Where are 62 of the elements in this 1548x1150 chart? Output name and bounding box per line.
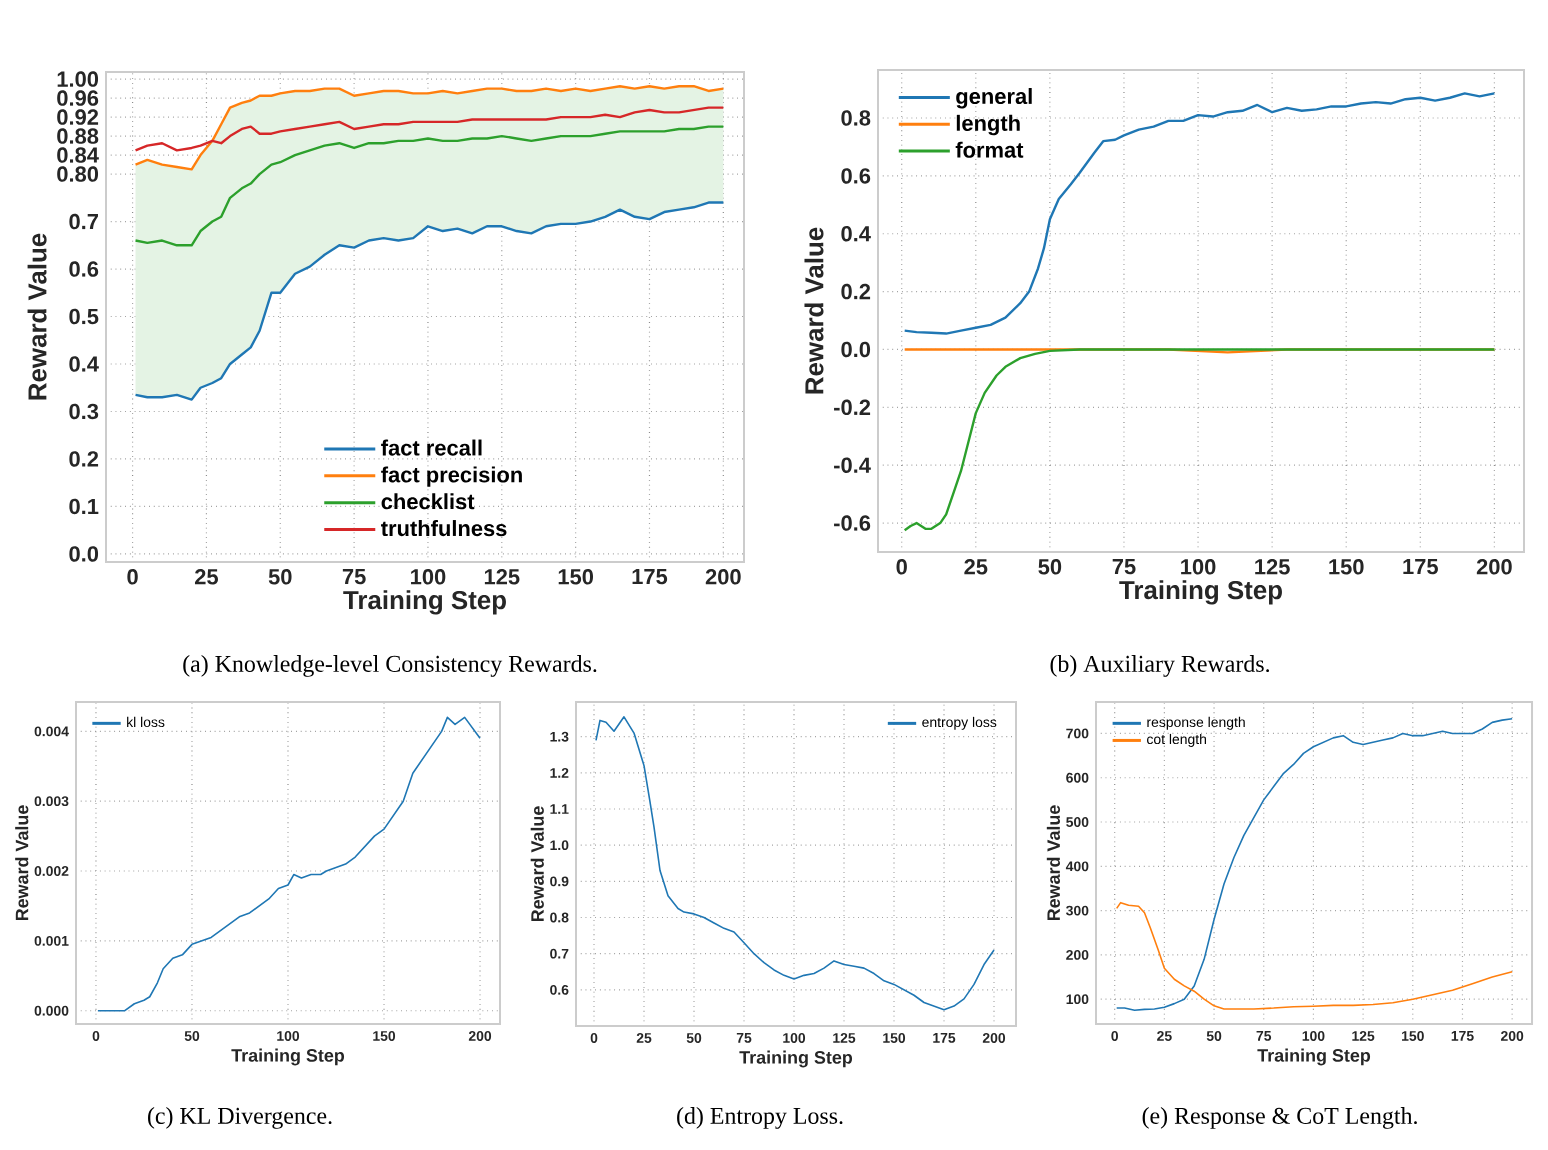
y-tick-label: 0.6 (841, 168, 871, 184)
x-tick-label: 200 (705, 569, 741, 585)
y-tick-label: 0.2 (69, 451, 99, 467)
x-tick-label: 0 (896, 559, 907, 575)
x-tick-label: 200 (1476, 559, 1512, 575)
y-tick-label: 0.6 (69, 261, 99, 277)
y-tick-label: 0.88 (57, 128, 99, 144)
text: (b) Auxiliary Rewards. (1050, 655, 1270, 677)
x-tick-label: 125 (484, 569, 520, 585)
y-axis-title: Reward Value (804, 227, 824, 394)
y-axis-title: Reward Value (27, 233, 47, 400)
y-tick-label: 0.0 (69, 546, 99, 562)
x-tick-label: 150 (558, 569, 594, 585)
y-tick-label: 0.4 (841, 226, 871, 242)
y-tick-label: 0.0 (841, 341, 871, 358)
text: (d) Entropy Loss. (677, 1107, 843, 1129)
y-tick-label: 0.5 (69, 308, 99, 325)
y-tick-label: -0.2 (834, 399, 871, 416)
y-tick-label: 1.00 (57, 71, 99, 87)
y-tick-label: 0.8 (841, 110, 871, 126)
x-tick-label: 25 (964, 559, 988, 575)
y-tick-label: 0.7 (69, 213, 98, 230)
x-tick-label: 25 (194, 569, 218, 585)
legend-label: length (956, 114, 1020, 136)
x-tick-label: 100 (411, 569, 446, 585)
x-tick-label: 175 (1403, 559, 1438, 575)
y-tick-label: -0.6 (834, 515, 871, 531)
x-tick-label: 125 (1255, 559, 1290, 575)
x-tick-label: 175 (632, 569, 668, 585)
y-tick-label: 0.84 (57, 147, 99, 163)
x-tick-label: 150 (1329, 559, 1364, 575)
legend-label: fact precision (381, 466, 522, 487)
y-axis-title: Reward Value (530, 806, 544, 922)
legend-label: format (955, 141, 1024, 158)
x-axis-title: Training Step (1257, 1048, 1371, 1066)
x-axis-title: Training Step (343, 590, 506, 615)
text: (a) Knowledge-level Consistency Rewards. (183, 655, 597, 677)
legend-label: truthfulness (381, 520, 507, 537)
y-axis-title: Reward Value (1046, 805, 1060, 921)
y-tick-label: 0.3 (69, 403, 99, 420)
x-tick-label: 75 (342, 569, 366, 585)
y-axis-title: Reward Value (15, 805, 29, 921)
y-tick-label: 0.4 (69, 356, 99, 372)
x-tick-label: 0 (127, 569, 138, 585)
legend-label: general (956, 88, 1032, 109)
y-tick-label: 0.92 (57, 109, 99, 125)
text: (e) Response & CoT Length. (1142, 1107, 1417, 1129)
x-tick-label: 50 (1038, 559, 1062, 575)
x-tick-label: 100 (1181, 559, 1216, 575)
x-axis-title: Training Step (739, 1050, 853, 1068)
y-tick-label: -0.4 (834, 457, 871, 473)
y-tick-label: 0.2 (841, 283, 871, 300)
x-tick-label: 50 (268, 569, 292, 585)
x-tick-label: 75 (1112, 559, 1136, 575)
x-axis-title: Training Step (1119, 580, 1282, 605)
legend-label: checklist (381, 493, 475, 510)
y-tick-label: 0.80 (57, 166, 99, 182)
text: (c) KL Divergence. (148, 1107, 332, 1129)
legend-label: fact recall (381, 439, 482, 456)
y-tick-label: 0.96 (57, 90, 99, 106)
y-tick-label: 0.1 (69, 498, 99, 515)
x-axis-title: Training Step (231, 1048, 345, 1066)
